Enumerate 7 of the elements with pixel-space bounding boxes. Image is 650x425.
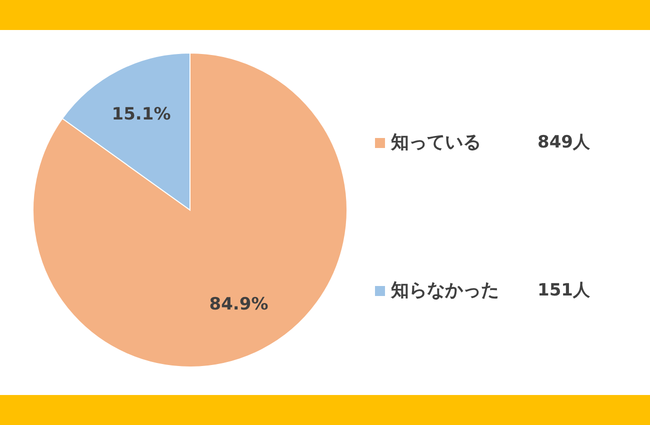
- data-label: 15.1%: [112, 104, 171, 125]
- text: 849人: [538, 132, 591, 153]
- pie-slice: [32, 52, 348, 368]
- legend-label: 知らなかった: [390, 280, 499, 301]
- text: 151人: [538, 280, 591, 301]
- data-label: 84.9%: [209, 294, 268, 315]
- legend-label: 知っている: [390, 132, 481, 153]
